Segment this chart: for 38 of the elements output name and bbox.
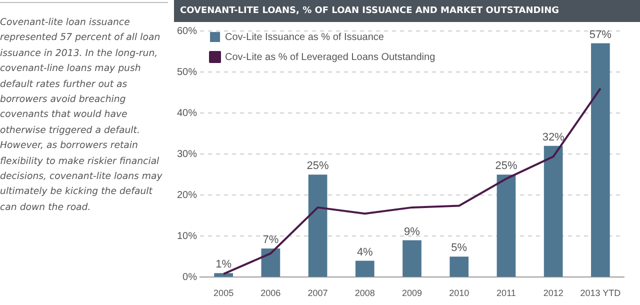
y-tick-label: 50%: [177, 66, 198, 78]
data-label: 9%: [404, 226, 420, 238]
y-tick-label: 20%: [177, 190, 198, 201]
data-label: 32%: [542, 131, 565, 144]
x-tick-label: 2005: [214, 288, 234, 298]
data-label: 5%: [451, 242, 468, 254]
x-tick-label: 2008: [354, 288, 375, 298]
x-tick-label: 2010: [449, 288, 470, 298]
bar: [450, 256, 469, 277]
x-tick-label: 2009: [402, 288, 422, 298]
bar: [261, 248, 280, 277]
data-label: 1%: [216, 258, 232, 271]
text: Covenant-lite loan issuance represented 57 percent of all loan issuance in 2013. In the long-run, covenant-line loans may push default rates further out as borrowers avoid breaching covenants that would have otherwise triggered a default. However, as borrowers retain flexibility to make riskier financial decisions, covenant-lite loans may ultimately be kicking the default can down the road.: [0, 17, 162, 213]
chart-title: COVENANT-LITE LOANS, % OF LOAN ISSUANCE AND MARKET OUTSTANDING: [174, 0, 640, 22]
bar: [591, 43, 610, 277]
data-label: 7%: [262, 234, 279, 246]
x-tick-label: 2007: [308, 288, 328, 298]
x-tick-label: 2011: [496, 288, 516, 298]
data-label: 25%: [306, 160, 330, 172]
x-tick-label: 2006: [260, 288, 281, 298]
data-label: 57%: [589, 28, 612, 41]
x-tick-label: 2012: [543, 288, 564, 298]
legend-label: Cov-Lite Issuance as % of Issuance: [225, 32, 384, 43]
bar: [355, 260, 374, 277]
y-tick-label: 40%: [177, 108, 198, 119]
bar: [308, 174, 328, 277]
x-tick-label: 2013 YTD: [580, 288, 622, 298]
bar: [214, 273, 233, 277]
data-label: 4%: [356, 246, 374, 258]
data-label: 25%: [495, 160, 518, 172]
y-tick-label: 0%: [182, 272, 198, 283]
bar: [496, 174, 516, 277]
y-tick-label: 60%: [177, 26, 198, 37]
bar: [544, 146, 563, 277]
bar: [402, 240, 422, 277]
y-tick-label: 30%: [177, 148, 198, 160]
y-tick-label: 10%: [177, 230, 198, 242]
legend-label: Cov-Lite as % of Leveraged Loans Outstanding: [225, 52, 436, 63]
